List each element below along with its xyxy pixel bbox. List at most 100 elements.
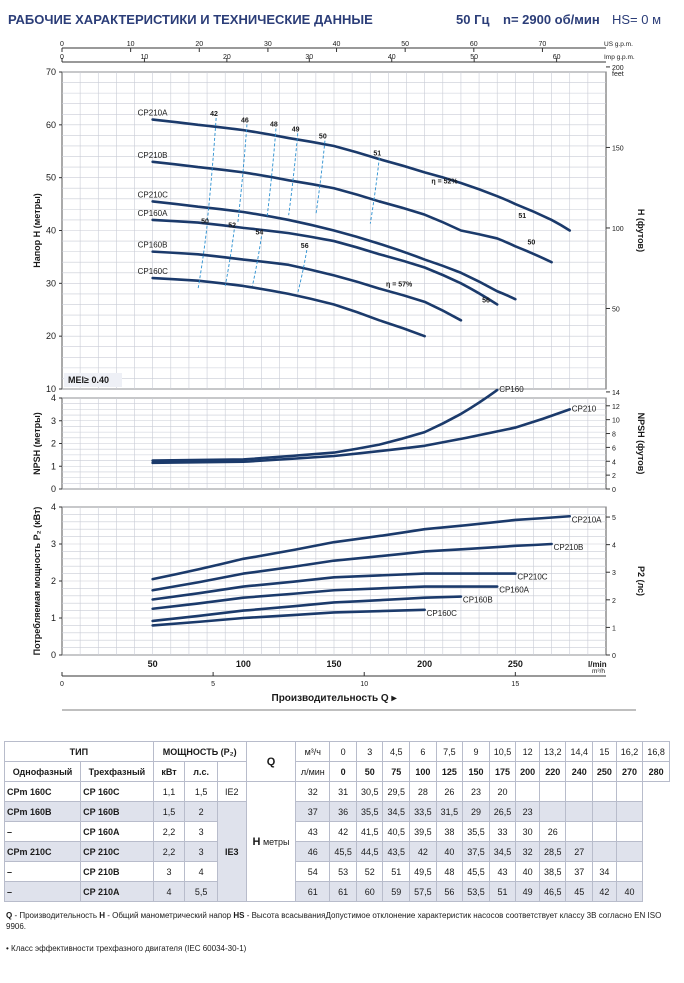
efficiency-label: 42 [210,111,218,118]
efficiency-label: 50 [319,134,327,141]
head-value: 40 [615,881,644,902]
header-kw: кВт [152,761,186,782]
power-hp: 4 [184,861,218,882]
us-gpm-tick-label: 50 [401,41,409,48]
head-value: 23 [515,801,540,822]
us-gpm-tick-label: 40 [333,41,341,48]
y-tick-label: 3 [51,416,56,426]
head-value: 61 [295,881,331,902]
head-value: 45,5 [462,861,490,882]
y-tick-label: 30 [46,278,56,288]
q-m3h-cell: 16,2 [615,741,644,762]
speed-label: n= 2900 об/мин [503,12,600,27]
y-axis-label: NPSH (метры) [32,412,42,475]
head-value: 27 [565,841,594,862]
head-value [565,821,594,842]
efficiency-label: 48 [270,122,278,129]
y2-tick-label: 150 [612,145,624,152]
m3h-tick-label: 5 [211,681,215,688]
head-value: 37 [295,801,331,822]
y-axis-label: Напор H (метры) [32,193,42,268]
head-value: 26 [435,781,464,802]
y2-axis-label: H (футов) [636,209,646,252]
imp-gpm-tick-label: 60 [553,54,561,61]
three-phase-model: CP 160C [80,781,154,802]
head-value: 54 [295,861,331,882]
suction-height-label: HS= 0 м [612,12,662,27]
y-tick-label: 40 [46,226,56,236]
q-m3h-cell: 7,5 [435,741,464,762]
y-tick-label: 1 [51,461,56,471]
three-phase-model: CP 160B [80,801,154,822]
head-value: 40 [515,861,540,882]
q-lmin-cell: 200 [515,761,540,782]
y2-unit-label: feet [612,71,624,78]
table-header-row-1: ТИП МОЩНОСТЬ (P₂) Q м³/ч 0 3 4,5 6 7,5 9… [4,741,670,782]
head-value: 28,5 [538,841,567,862]
y2-tick-label: 0 [612,487,616,494]
q-lmin-cell: 50 [355,761,384,782]
y2-tick-label: 4 [612,459,616,466]
imp-gpm-unit: Imp g.p.m. [604,54,635,61]
power-hp: 2 [184,801,218,822]
table-row: CPm 210C CP 210C 2,2 3 46 45,5 44,5 43,5 42 40 37,… [3,841,670,862]
header-q-unit-lmin: л/мин [295,761,331,782]
head-value: 45,5 [329,841,357,862]
head-value: 53,5 [462,881,490,902]
footnote-hs-abbr: HS [233,911,245,920]
head-value: 33,5 [409,801,437,822]
head-value: 41,5 [355,821,384,842]
ie-class: IE2 [216,781,247,802]
power-kw: 4 [152,881,186,902]
y-tick-label: 70 [46,67,56,77]
series-label-cp210b: CP210B [554,543,584,552]
y2-tick-label: 5 [612,515,616,522]
head-value: 32 [295,781,331,802]
y-tick-label: 20 [46,331,56,341]
head-value: 52 [355,861,384,882]
q-m3h-cell: 3 [355,741,384,762]
y-tick-label: 4 [51,393,56,403]
m3h-unit-label: m³/h [592,668,605,675]
y-tick-label: 50 [46,173,56,183]
header-q-unit-m3h: м³/ч [295,741,331,762]
series-label-cp210a: CP210A [138,109,168,118]
y-tick-label: 2 [51,576,56,586]
head-value: 43 [295,821,331,842]
head-value: 49,5 [409,861,437,882]
q-m3h-cell: 6 [409,741,437,762]
footnote-h-abbr: H [99,911,105,920]
header-hp: л.с. [184,761,218,782]
efficiency-curve [266,128,277,219]
frequency-label: 50 Гц [456,12,490,27]
x-tick-label: 200 [417,659,432,669]
efficiency-label: 50 [527,239,535,246]
head-value [515,781,540,802]
curve-cp210b [151,542,553,592]
q-lmin-cell: 270 [615,761,644,782]
us-gpm-unit: US g.p.m. [604,41,633,48]
head-value: 34,5 [488,841,517,862]
y2-tick-label: 6 [612,445,616,452]
ie-class: IE3 [216,801,247,902]
series-label-cp160c: CP160C [138,267,168,276]
head-value: 35,5 [355,801,384,822]
table-row: CPm 160C CP 160C 1,1 1,5 IE2 H метры 32 31 30,5 2… [3,781,670,902]
head-value: 43,5 [382,841,411,862]
y2-axis-label: NPSH (футов) [636,413,646,475]
head-value: 20 [488,781,517,802]
page-title: РАБОЧИЕ ХАРАКТЕРИСТИКИ И ТЕХНИЧЕСКИЕ ДАН… [8,12,373,27]
power-kw: 2,2 [152,821,186,842]
efficiency-curve [288,133,299,216]
curve-cp160a [151,585,499,611]
efficiency-label: 52 [228,222,236,229]
efficiency-label: 51 [373,151,381,158]
imp-gpm-tick-label: 30 [305,54,313,61]
series-label-cp160c: CP160C [427,609,457,618]
y2-tick-label: 0 [612,653,616,660]
header-single-phase: Однофазный [3,761,82,782]
head-value: 30 [515,821,540,842]
m3h-tick-label: 10 [360,681,368,688]
footnote-definitions: Q - Производительность H - Общий маномет… [6,910,671,932]
power-hp: 5,5 [184,881,218,902]
